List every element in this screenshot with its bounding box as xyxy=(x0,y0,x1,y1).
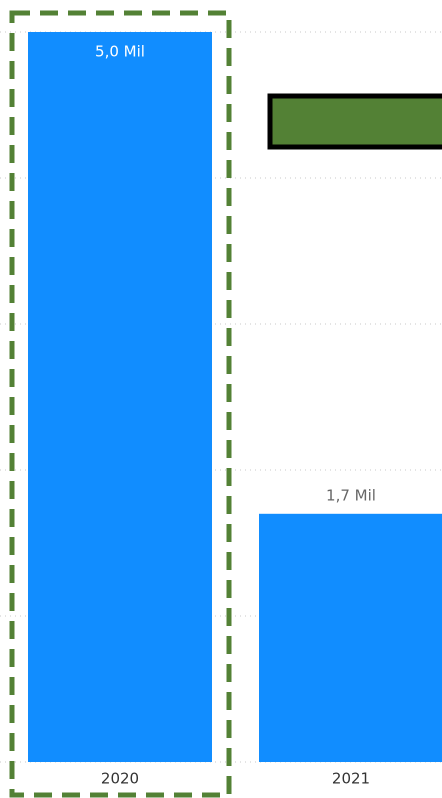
data-label: 1,7 Mil xyxy=(326,486,376,504)
bar xyxy=(28,32,212,762)
highlight-box xyxy=(9,10,232,798)
bar xyxy=(259,513,442,762)
x-tick-label: 2020 xyxy=(101,770,139,788)
annotation-box xyxy=(267,93,442,150)
bars xyxy=(28,32,442,762)
grid xyxy=(0,31,442,763)
data-label: 5,0 Mil xyxy=(95,43,145,61)
x-tick-label: 2021 xyxy=(332,770,370,788)
